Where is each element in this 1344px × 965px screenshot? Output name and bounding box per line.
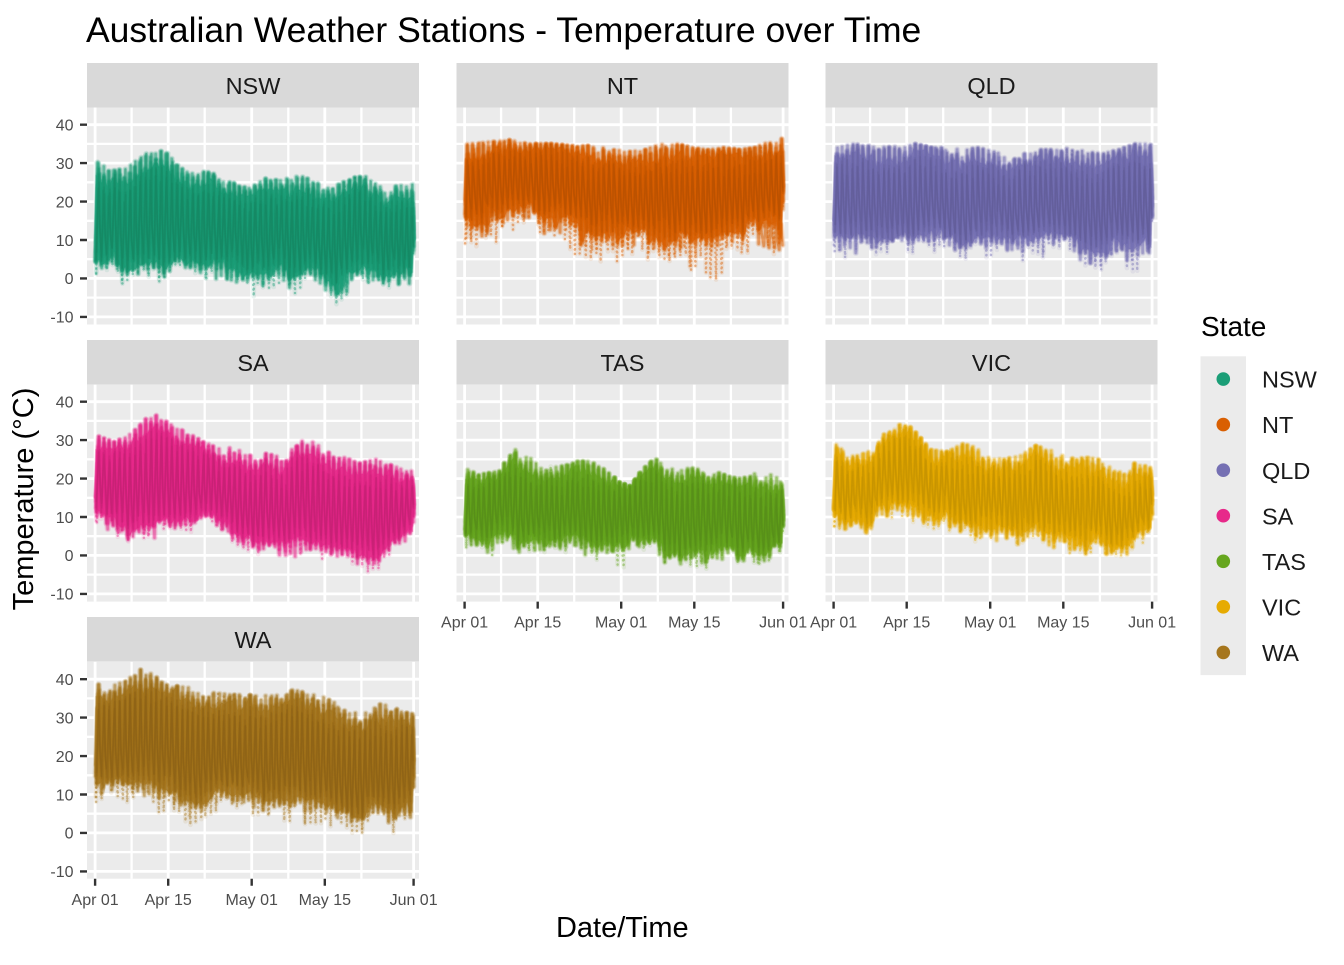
svg-text:10: 10 (56, 787, 74, 804)
svg-text:SA: SA (237, 350, 269, 376)
svg-text:-10: -10 (50, 864, 73, 881)
svg-text:10: 10 (56, 510, 74, 527)
svg-text:30: 30 (56, 156, 74, 173)
svg-text:QLD: QLD (1262, 458, 1310, 484)
svg-text:QLD: QLD (967, 73, 1015, 99)
svg-text:0: 0 (65, 548, 74, 565)
svg-text:30: 30 (56, 433, 74, 450)
svg-text:40: 40 (56, 672, 74, 689)
svg-text:WA: WA (1262, 640, 1299, 666)
svg-text:May 01: May 01 (964, 615, 1017, 632)
svg-text:May 15: May 15 (299, 892, 352, 909)
svg-text:Apr 15: Apr 15 (883, 615, 930, 632)
svg-text:May 01: May 01 (595, 615, 648, 632)
svg-text:TAS: TAS (1262, 549, 1306, 575)
svg-text:TAS: TAS (601, 350, 645, 376)
svg-text:May 15: May 15 (668, 615, 721, 632)
svg-text:NSW: NSW (1262, 367, 1318, 393)
svg-text:Apr 15: Apr 15 (514, 615, 561, 632)
svg-text:Apr 01: Apr 01 (810, 615, 857, 632)
svg-text:VIC: VIC (972, 350, 1011, 376)
svg-text:0: 0 (65, 271, 74, 288)
svg-text:NT: NT (607, 73, 638, 99)
svg-text:Apr 01: Apr 01 (441, 615, 488, 632)
svg-text:Jun 01: Jun 01 (759, 615, 807, 632)
svg-text:20: 20 (56, 749, 74, 766)
svg-text:Apr 01: Apr 01 (72, 892, 119, 909)
svg-text:Jun 01: Jun 01 (390, 892, 438, 909)
svg-text:Australian Weather Stations -: Australian Weather Stations - Temperatur… (86, 10, 921, 50)
svg-text:SA: SA (1262, 503, 1294, 529)
svg-text:30: 30 (56, 710, 74, 727)
svg-text:WA: WA (235, 627, 272, 653)
svg-text:40: 40 (56, 395, 74, 412)
svg-text:Jun 01: Jun 01 (1128, 615, 1176, 632)
svg-text:Temperature (°C): Temperature (°C) (8, 388, 40, 611)
svg-text:State: State (1201, 311, 1266, 342)
svg-text:NT: NT (1262, 412, 1293, 438)
svg-text:May 15: May 15 (1037, 615, 1090, 632)
svg-text:NSW: NSW (226, 73, 282, 99)
svg-text:-10: -10 (50, 310, 73, 327)
svg-text:May 01: May 01 (225, 892, 278, 909)
svg-text:40: 40 (56, 118, 74, 135)
svg-text:-10: -10 (50, 587, 73, 604)
svg-text:10: 10 (56, 233, 74, 250)
svg-text:VIC: VIC (1262, 594, 1301, 620)
svg-text:Apr 15: Apr 15 (145, 892, 192, 909)
svg-text:0: 0 (65, 826, 74, 843)
svg-text:20: 20 (56, 194, 74, 211)
svg-text:20: 20 (56, 471, 74, 488)
svg-text:Date/Time: Date/Time (556, 912, 689, 944)
